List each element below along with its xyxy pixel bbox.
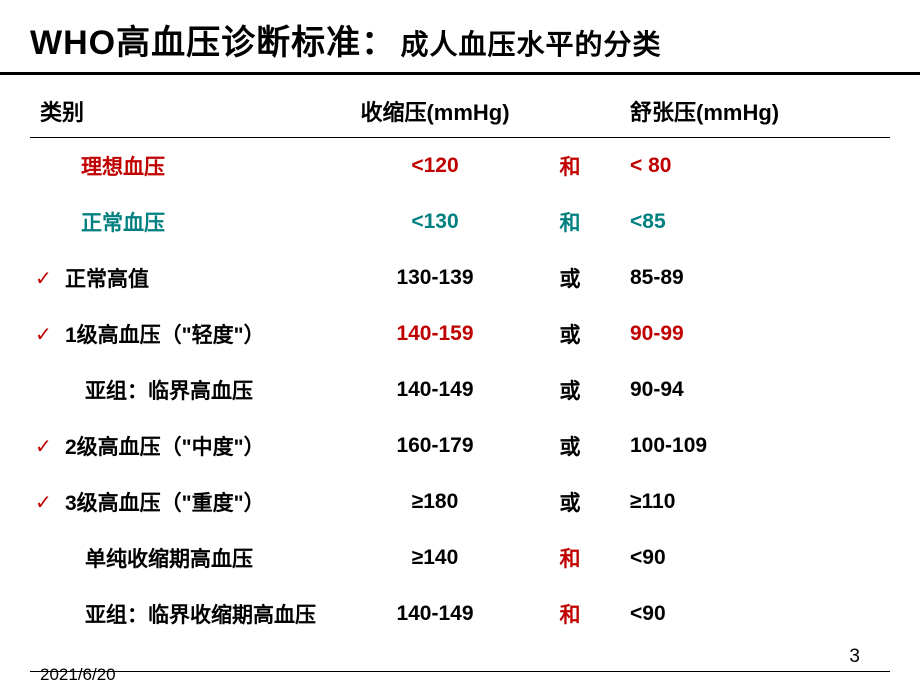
systolic-cell: 140-149	[350, 602, 520, 626]
table-header-row: 类别 收缩压(mmHg) 舒张压(mmHg)	[30, 87, 890, 138]
table-row: 单纯收缩期高血压≥140和<90	[30, 530, 890, 586]
conjunction-cell: 或	[520, 375, 620, 405]
check-cell: ✓	[30, 490, 65, 515]
category-cell: 2级高血压（"中度"）	[65, 431, 350, 461]
diastolic-cell: 90-94	[620, 378, 820, 402]
diastolic-cell: <90	[620, 546, 820, 570]
systolic-cell: 130-139	[350, 266, 520, 290]
conjunction-cell: 和	[520, 543, 620, 573]
footer-date: 2021/6/20	[40, 665, 116, 685]
category-cell: 理想血压	[65, 151, 350, 181]
header-systolic: 收缩压(mmHg)	[350, 95, 520, 127]
table-row: 理想血压<120和< 80	[30, 138, 890, 194]
category-cell: 单纯收缩期高血压	[65, 543, 350, 573]
checkmark-icon: ✓	[35, 268, 52, 290]
diastolic-cell: 90-99	[620, 322, 820, 346]
conjunction-cell: 或	[520, 263, 620, 293]
footer-line	[30, 671, 890, 672]
title-container: WHO高血压诊断标准： 成人血压水平的分类	[0, 0, 920, 75]
category-cell: 1级高血压（"轻度"）	[65, 319, 350, 349]
check-cell: ✓	[30, 322, 65, 347]
checkmark-icon: ✓	[35, 324, 52, 346]
category-cell: 3级高血压（"重度"）	[65, 487, 350, 517]
checkmark-icon: ✓	[35, 436, 52, 458]
systolic-cell: 160-179	[350, 434, 520, 458]
header-diastolic: 舒张压(mmHg)	[620, 95, 820, 127]
title-main: WHO高血压诊断标准：	[30, 24, 396, 62]
diastolic-cell: ≥110	[620, 490, 820, 514]
category-cell: 亚组：临界收缩期高血压	[65, 599, 350, 629]
systolic-cell: ≥180	[350, 490, 520, 514]
diastolic-cell: 85-89	[620, 266, 820, 290]
systolic-cell: 140-159	[350, 322, 520, 346]
header-category: 类别	[30, 95, 350, 127]
conjunction-cell: 和	[520, 599, 620, 629]
table-row: ✓ 3级高血压（"重度"）≥180或≥110	[30, 474, 890, 530]
header-conj	[520, 95, 620, 127]
systolic-cell: ≥140	[350, 546, 520, 570]
conjunction-cell: 或	[520, 431, 620, 461]
conjunction-cell: 和	[520, 207, 620, 237]
conjunction-cell: 和	[520, 151, 620, 181]
table-row: ✓ 正常高值130-139或85-89	[30, 250, 890, 306]
check-cell: ✓	[30, 266, 65, 291]
diastolic-cell: <85	[620, 210, 820, 234]
footer-page-number: 3	[849, 646, 860, 668]
diastolic-cell: <90	[620, 602, 820, 626]
conjunction-cell: 或	[520, 319, 620, 349]
table-row: ✓ 1级高血压（"轻度"）140-159或90-99	[30, 306, 890, 362]
table-row: 正常血压<130和<85	[30, 194, 890, 250]
conjunction-cell: 或	[520, 487, 620, 517]
diastolic-cell: < 80	[620, 154, 820, 178]
table-row: ✓ 2级高血压（"中度"）160-179或100-109	[30, 418, 890, 474]
check-cell: ✓	[30, 434, 65, 459]
table-container: 类别 收缩压(mmHg) 舒张压(mmHg) 理想血压<120和< 80正常血压…	[0, 75, 920, 642]
table-row: 亚组：临界收缩期高血压140-149和<90	[30, 586, 890, 642]
category-cell: 亚组：临界高血压	[65, 375, 350, 405]
checkmark-icon: ✓	[35, 492, 52, 514]
title-sub: 成人血压水平的分类	[401, 29, 662, 60]
diastolic-cell: 100-109	[620, 434, 820, 458]
table-row: 亚组：临界高血压140-149或90-94	[30, 362, 890, 418]
systolic-cell: 140-149	[350, 378, 520, 402]
systolic-cell: <130	[350, 210, 520, 234]
systolic-cell: <120	[350, 154, 520, 178]
rows-container: 理想血压<120和< 80正常血压<130和<85✓正常高值130-139或85…	[30, 138, 890, 642]
category-cell: 正常血压	[65, 207, 350, 237]
category-cell: 正常高值	[65, 263, 350, 293]
